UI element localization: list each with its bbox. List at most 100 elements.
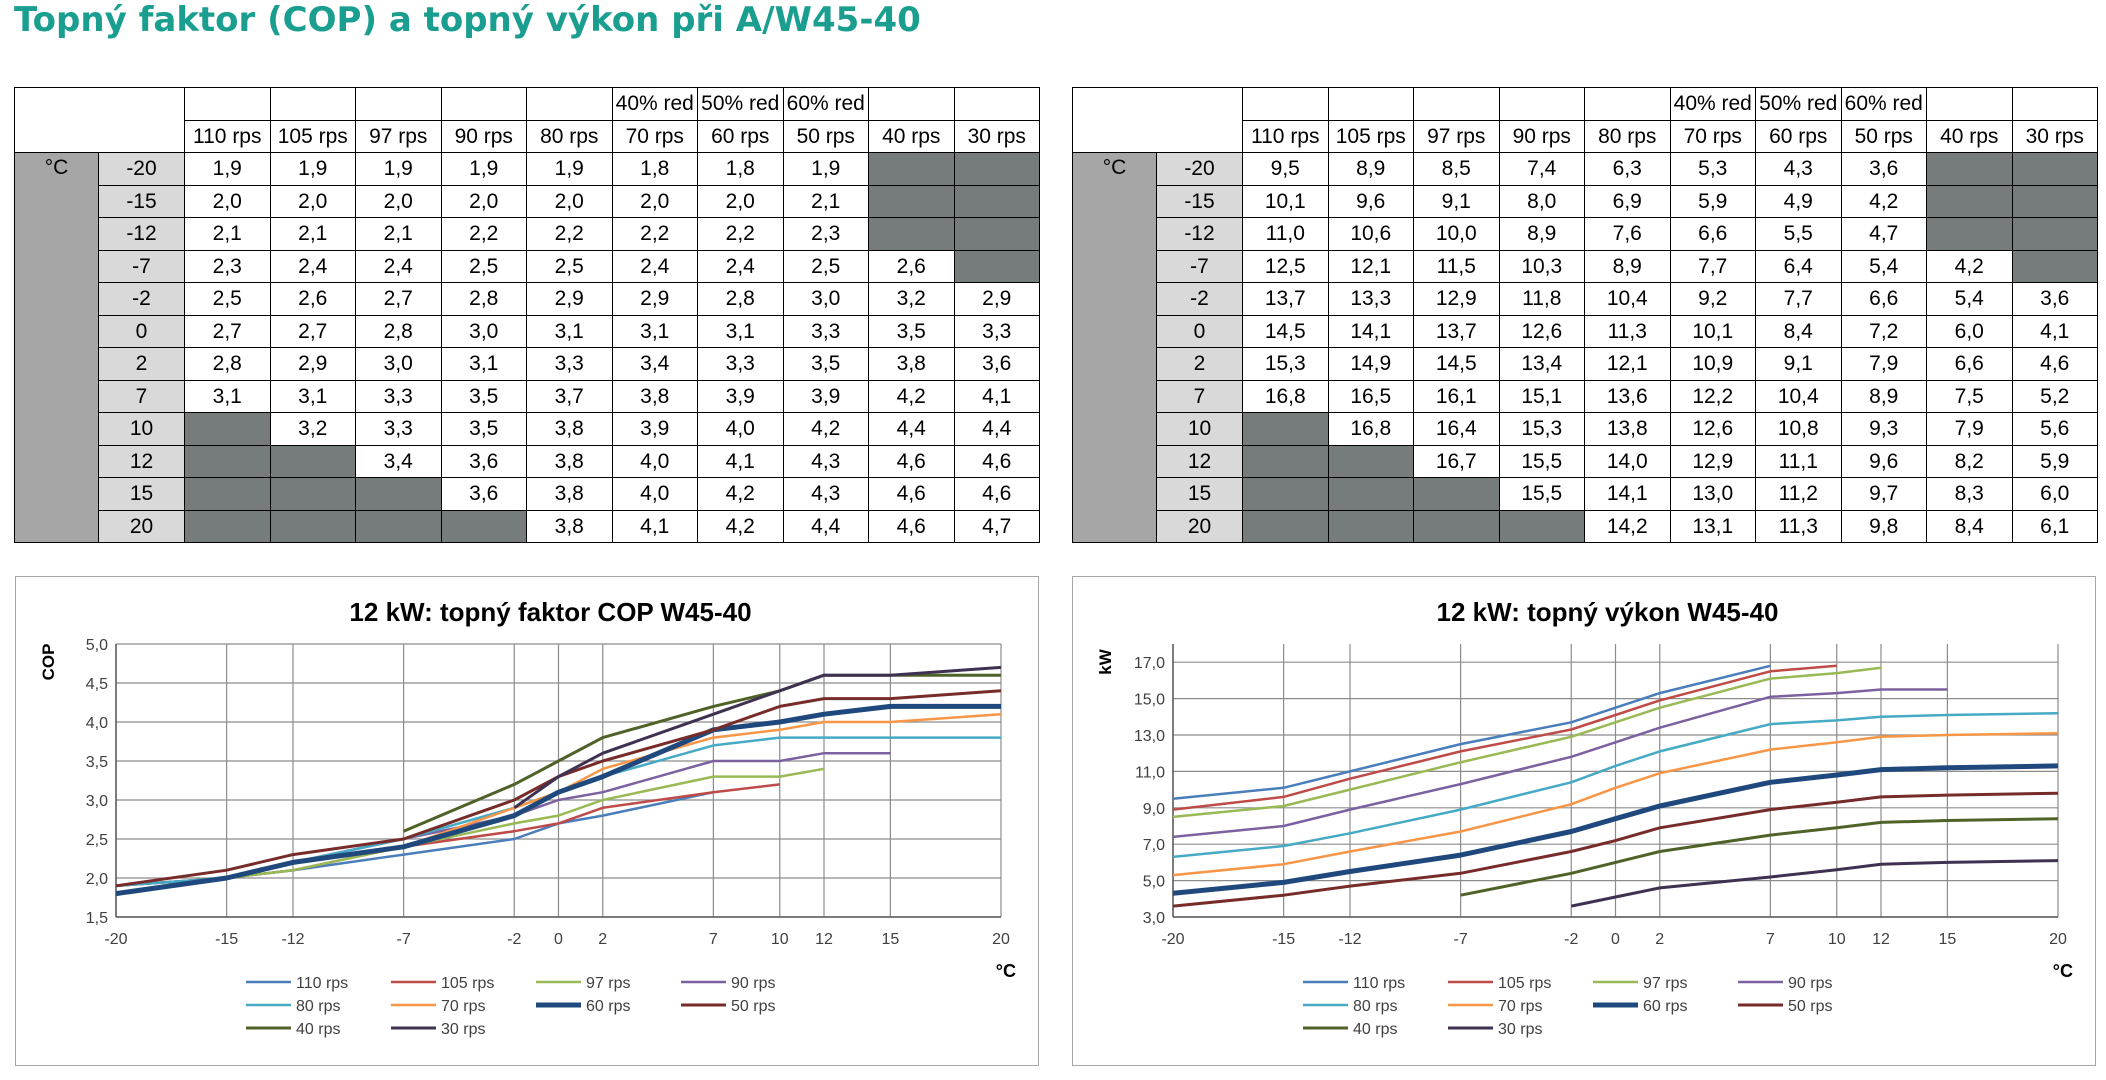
- page-title: Topný faktor (COP) a topný výkon při A/W…: [14, 0, 921, 40]
- table-cell: 10,9: [1669, 347, 1756, 381]
- table-cell: 13,7: [1413, 314, 1500, 348]
- table-cell: 2,1: [782, 184, 869, 218]
- series-line-50-rps: [115, 689, 1002, 888]
- table-cell: 2,6: [868, 249, 955, 283]
- table-cell: 1,9: [355, 152, 442, 186]
- row-temperature: 20: [98, 509, 185, 543]
- legend-label: 80 rps: [296, 998, 340, 1015]
- table-cell: 3,6: [2011, 282, 2098, 316]
- y-tick-label: 5,0: [1143, 874, 1165, 891]
- row-temperature: -2: [98, 282, 185, 316]
- table-cell: 16,7: [1413, 444, 1500, 478]
- x-tick-label: 10: [771, 931, 789, 948]
- table-cell: 12,5: [1242, 249, 1329, 283]
- table-cell: 4,4: [868, 412, 955, 446]
- table-cell: 10,4: [1755, 379, 1842, 413]
- header-rps: 97 rps: [1413, 119, 1500, 153]
- table-cell: 2,5: [440, 249, 527, 283]
- header-rps: 105 rps: [269, 119, 356, 153]
- legend-label: 30 rps: [1498, 1021, 1542, 1038]
- unavailable-cell: [1242, 509, 1329, 543]
- unavailable-cell: [1926, 184, 2013, 218]
- header-reduction: [1242, 87, 1329, 121]
- x-tick-label: -2: [507, 931, 521, 948]
- y-tick-label: 3,5: [86, 754, 108, 771]
- x-tick-label: 15: [881, 931, 899, 948]
- table-cell: 2,8: [184, 347, 271, 381]
- table-cell: 2,4: [355, 249, 442, 283]
- unavailable-cell: [1413, 509, 1500, 543]
- header-rps: 110 rps: [184, 119, 271, 153]
- table-cell: 3,5: [782, 347, 869, 381]
- legend-label: 50 rps: [731, 998, 775, 1015]
- unavailable-cell: [953, 217, 1040, 251]
- table-cell: 4,6: [953, 477, 1040, 511]
- unavailable-cell: [1327, 444, 1414, 478]
- table-cell: 14,9: [1327, 347, 1414, 381]
- table-cell: 13,8: [1584, 412, 1671, 446]
- unavailable-cell: [440, 509, 527, 543]
- series-line-110-rps: [1172, 664, 1771, 800]
- table-cell: 2,8: [697, 282, 784, 316]
- legend-label: 105 rps: [1498, 975, 1551, 992]
- header-rps: 70 rps: [1669, 119, 1756, 153]
- table-cell: 2,8: [440, 282, 527, 316]
- table-cell: 4,0: [611, 444, 698, 478]
- table-cell: 7,4: [1498, 152, 1585, 186]
- row-temperature: 2: [98, 347, 185, 381]
- unavailable-cell: [1327, 477, 1414, 511]
- table-cell: 9,1: [1755, 347, 1842, 381]
- table-cell: 4,1: [2011, 314, 2098, 348]
- table-cell: 3,9: [611, 412, 698, 446]
- table-cell: 2,4: [269, 249, 356, 283]
- header-rps: 90 rps: [1498, 119, 1585, 153]
- table-cell: 9,5: [1242, 152, 1329, 186]
- table-cell: 14,1: [1327, 314, 1414, 348]
- table-cell: 11,1: [1755, 444, 1842, 478]
- table-cell: 8,9: [1584, 249, 1671, 283]
- table-cell: 16,8: [1242, 379, 1329, 413]
- unavailable-cell: [1413, 477, 1500, 511]
- table-cell: 7,7: [1669, 249, 1756, 283]
- table-cell: 3,1: [526, 314, 613, 348]
- row-temperature: 10: [98, 412, 185, 446]
- header-reduction: 60% red: [1840, 87, 1927, 121]
- chart-svg: 12 kW: topný faktor COP W45-40-20 -15 -12-…: [39, 597, 1016, 1038]
- table-cell: 12,6: [1669, 412, 1756, 446]
- y-tick-label: 17,0: [1134, 655, 1165, 672]
- table-cell: 4,0: [697, 412, 784, 446]
- legend-label: 60 rps: [1643, 998, 1687, 1015]
- table-cell: 1,9: [440, 152, 527, 186]
- table-cell: 4,0: [611, 477, 698, 511]
- table-cell: 11,5: [1413, 249, 1500, 283]
- legend-label: 110 rps: [296, 975, 348, 992]
- table-cell: 2,2: [526, 217, 613, 251]
- table-cell: 1,9: [526, 152, 613, 186]
- table-cell: 4,1: [611, 509, 698, 543]
- header-reduction: [1413, 87, 1500, 121]
- series-line-50-rps: [1172, 791, 2059, 908]
- header-rps: 70 rps: [611, 119, 698, 153]
- y-tick-label: 3,0: [1143, 910, 1165, 927]
- unavailable-cell: [269, 509, 356, 543]
- table-cell: 1,9: [782, 152, 869, 186]
- table-cell: 2,7: [269, 314, 356, 348]
- row-temperature: -20: [98, 152, 185, 186]
- unavailable-cell: [868, 217, 955, 251]
- table-cell: 4,6: [868, 444, 955, 478]
- x-tick-label: 20: [2049, 931, 2067, 948]
- table-cell: 5,4: [1926, 282, 2013, 316]
- header-reduction: 40% red: [611, 87, 698, 121]
- table-cell: 6,6: [1669, 217, 1756, 251]
- chart-svg: 12 kW: topný výkon W45-40-20 -15 -12 -7 -2 0 2…: [1096, 597, 2073, 1038]
- y-tick-label: 9,0: [1143, 801, 1165, 818]
- table-cell: 14,1: [1584, 477, 1671, 511]
- table-corner: [1072, 87, 1243, 153]
- table-cell: 4,1: [953, 379, 1040, 413]
- legend-label: 97 rps: [586, 975, 630, 992]
- table-cell: 15,1: [1498, 379, 1585, 413]
- table-cell: 12,1: [1584, 347, 1671, 381]
- series-line-97-rps: [1172, 666, 1882, 819]
- table-cell: 1,9: [269, 152, 356, 186]
- unavailable-cell: [2011, 249, 2098, 283]
